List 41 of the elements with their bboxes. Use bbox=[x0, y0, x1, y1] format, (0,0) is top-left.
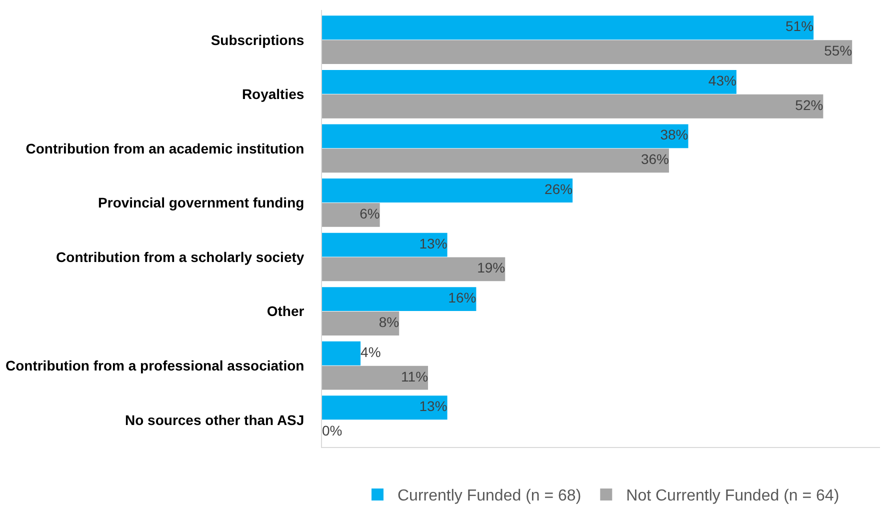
data-label: 36% bbox=[640, 151, 669, 168]
bar bbox=[322, 70, 736, 94]
data-label: 43% bbox=[708, 72, 736, 88]
bar bbox=[322, 40, 852, 64]
data-label: 13% bbox=[419, 398, 448, 414]
data-label: 11% bbox=[401, 368, 428, 384]
data-label: 52% bbox=[795, 96, 824, 113]
data-label: 26% bbox=[544, 181, 573, 197]
bar bbox=[322, 202, 380, 227]
y-tick-label: Subscriptions bbox=[210, 32, 304, 48]
bar bbox=[322, 287, 476, 312]
data-label: 4% bbox=[360, 344, 381, 360]
bar bbox=[322, 94, 824, 118]
data-label: 8% bbox=[378, 314, 400, 330]
data-label: 55% bbox=[824, 42, 852, 59]
bar bbox=[322, 312, 400, 336]
y-tick-label: Contribution from a professional association bbox=[5, 357, 304, 374]
bar bbox=[322, 16, 814, 40]
data-label: 16% bbox=[448, 290, 476, 306]
bar bbox=[322, 232, 448, 257]
bar bbox=[322, 341, 361, 366]
y-tick-label: Contribution from a scholarly society bbox=[56, 248, 304, 265]
bar bbox=[322, 257, 506, 282]
bar bbox=[322, 148, 669, 173]
y-tick-label: Royalties bbox=[242, 86, 304, 102]
data-label: 38% bbox=[660, 126, 688, 143]
data-label: 6% bbox=[360, 205, 380, 222]
y-tick-label: Provincial government funding bbox=[98, 194, 304, 211]
bar bbox=[322, 124, 688, 148]
y-tick-label: No sources other than ASJ bbox=[125, 412, 304, 428]
bar bbox=[322, 178, 573, 202]
y-tick-label: Contribution from an academic institution bbox=[26, 140, 304, 156]
y-tick-label: Other bbox=[266, 303, 305, 320]
data-label: 51% bbox=[786, 18, 814, 34]
legend-label: Not Currently Funded (n = 64) bbox=[626, 488, 840, 505]
data-label: 0% bbox=[322, 422, 342, 439]
data-label: 19% bbox=[477, 260, 506, 276]
data-label: 13% bbox=[419, 235, 448, 252]
legend-label: Currently Funded (n = 68) bbox=[398, 488, 582, 505]
bar bbox=[322, 366, 428, 390]
bar bbox=[322, 396, 448, 420]
